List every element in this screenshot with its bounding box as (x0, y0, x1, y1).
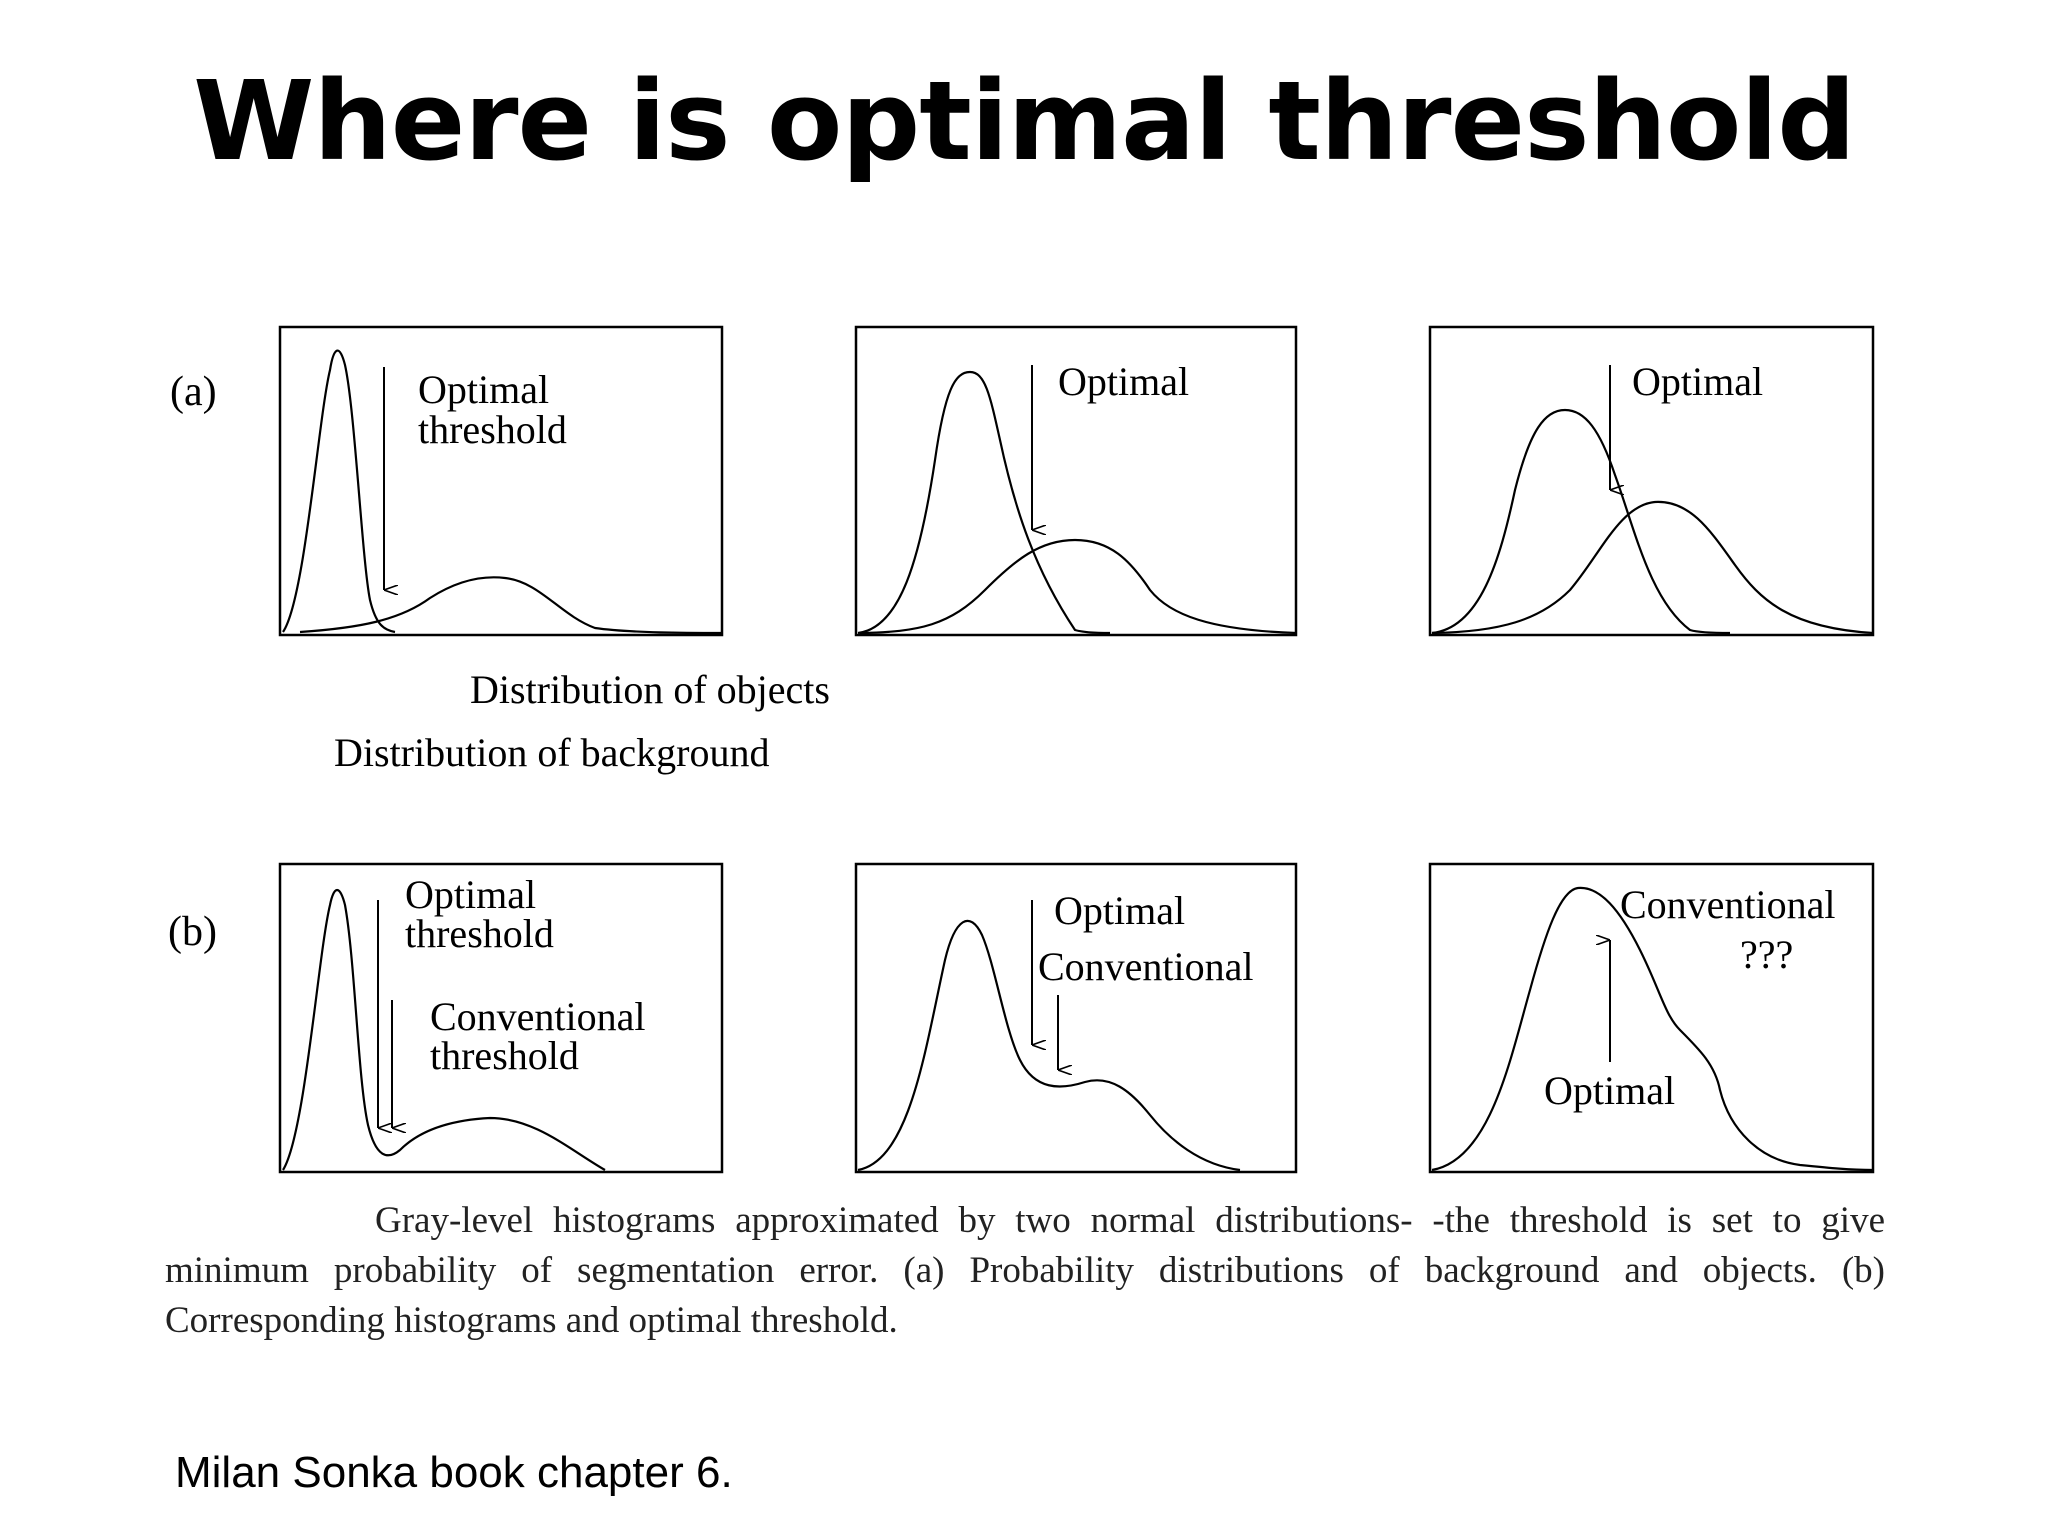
panel-b2: Optimal Conventional (854, 862, 1298, 1174)
conventional-label-line1: Conventional (430, 994, 646, 1039)
panel-a2: Optimal (854, 325, 1298, 637)
figure-caption: Gray-level histograms approximated by tw… (165, 1196, 1885, 1346)
optimal-label: Optimal (1058, 359, 1189, 404)
optimal-threshold-label-line2: threshold (418, 407, 567, 452)
background-distribution-curve (282, 349, 396, 634)
panel-b3: Conventional ??? Optimal (1428, 862, 1875, 1174)
histogram-curve (857, 919, 1241, 1172)
panel-a3-frame (1428, 325, 1875, 637)
row-a-label: (a) (170, 369, 217, 415)
panel-b1: Optimal threshold Conventional threshold (278, 862, 724, 1174)
panel-b2-frame (854, 862, 1298, 1174)
optimal-threshold-label-line1: Optimal (418, 367, 549, 412)
legend-objects: Distribution of objects (470, 667, 830, 712)
background-distribution-curve (1431, 408, 1731, 635)
object-distribution-curve (299, 576, 723, 635)
optimal-label: Optimal (1544, 1068, 1675, 1113)
histogram-curve (282, 888, 606, 1171)
figure-caption-text: Gray-level histograms approximated by tw… (165, 1200, 1885, 1341)
optimal-label: Optimal (1632, 359, 1763, 404)
panel-b3-frame (1428, 862, 1875, 1174)
row-b-label: (b) (168, 909, 217, 955)
conventional-label: Conventional (1038, 944, 1254, 989)
conventional-label: Conventional (1620, 882, 1836, 927)
histogram-curve (1431, 886, 1874, 1172)
panel-a2-frame (854, 325, 1298, 637)
optimal-label-line1: Optimal (405, 872, 536, 917)
panel-a1: Optimal threshold (278, 325, 724, 637)
question-label: ??? (1740, 932, 1793, 977)
background-distribution-curve (857, 370, 1111, 635)
conventional-label-line2: threshold (430, 1033, 579, 1078)
panel-a1-frame (278, 325, 724, 637)
slide-title: Where is optimal threshold (193, 57, 1856, 185)
panel-b1-frame (278, 862, 724, 1174)
optimal-label: Optimal (1054, 888, 1185, 933)
optimal-label-line2: threshold (405, 911, 554, 956)
source-note: Milan Sonka book chapter 6. (175, 1448, 733, 1497)
object-distribution-curve (1431, 500, 1874, 635)
legend-background: Distribution of background (334, 730, 770, 775)
object-distribution-curve (859, 538, 1297, 635)
panel-a3: Optimal (1428, 325, 1875, 637)
